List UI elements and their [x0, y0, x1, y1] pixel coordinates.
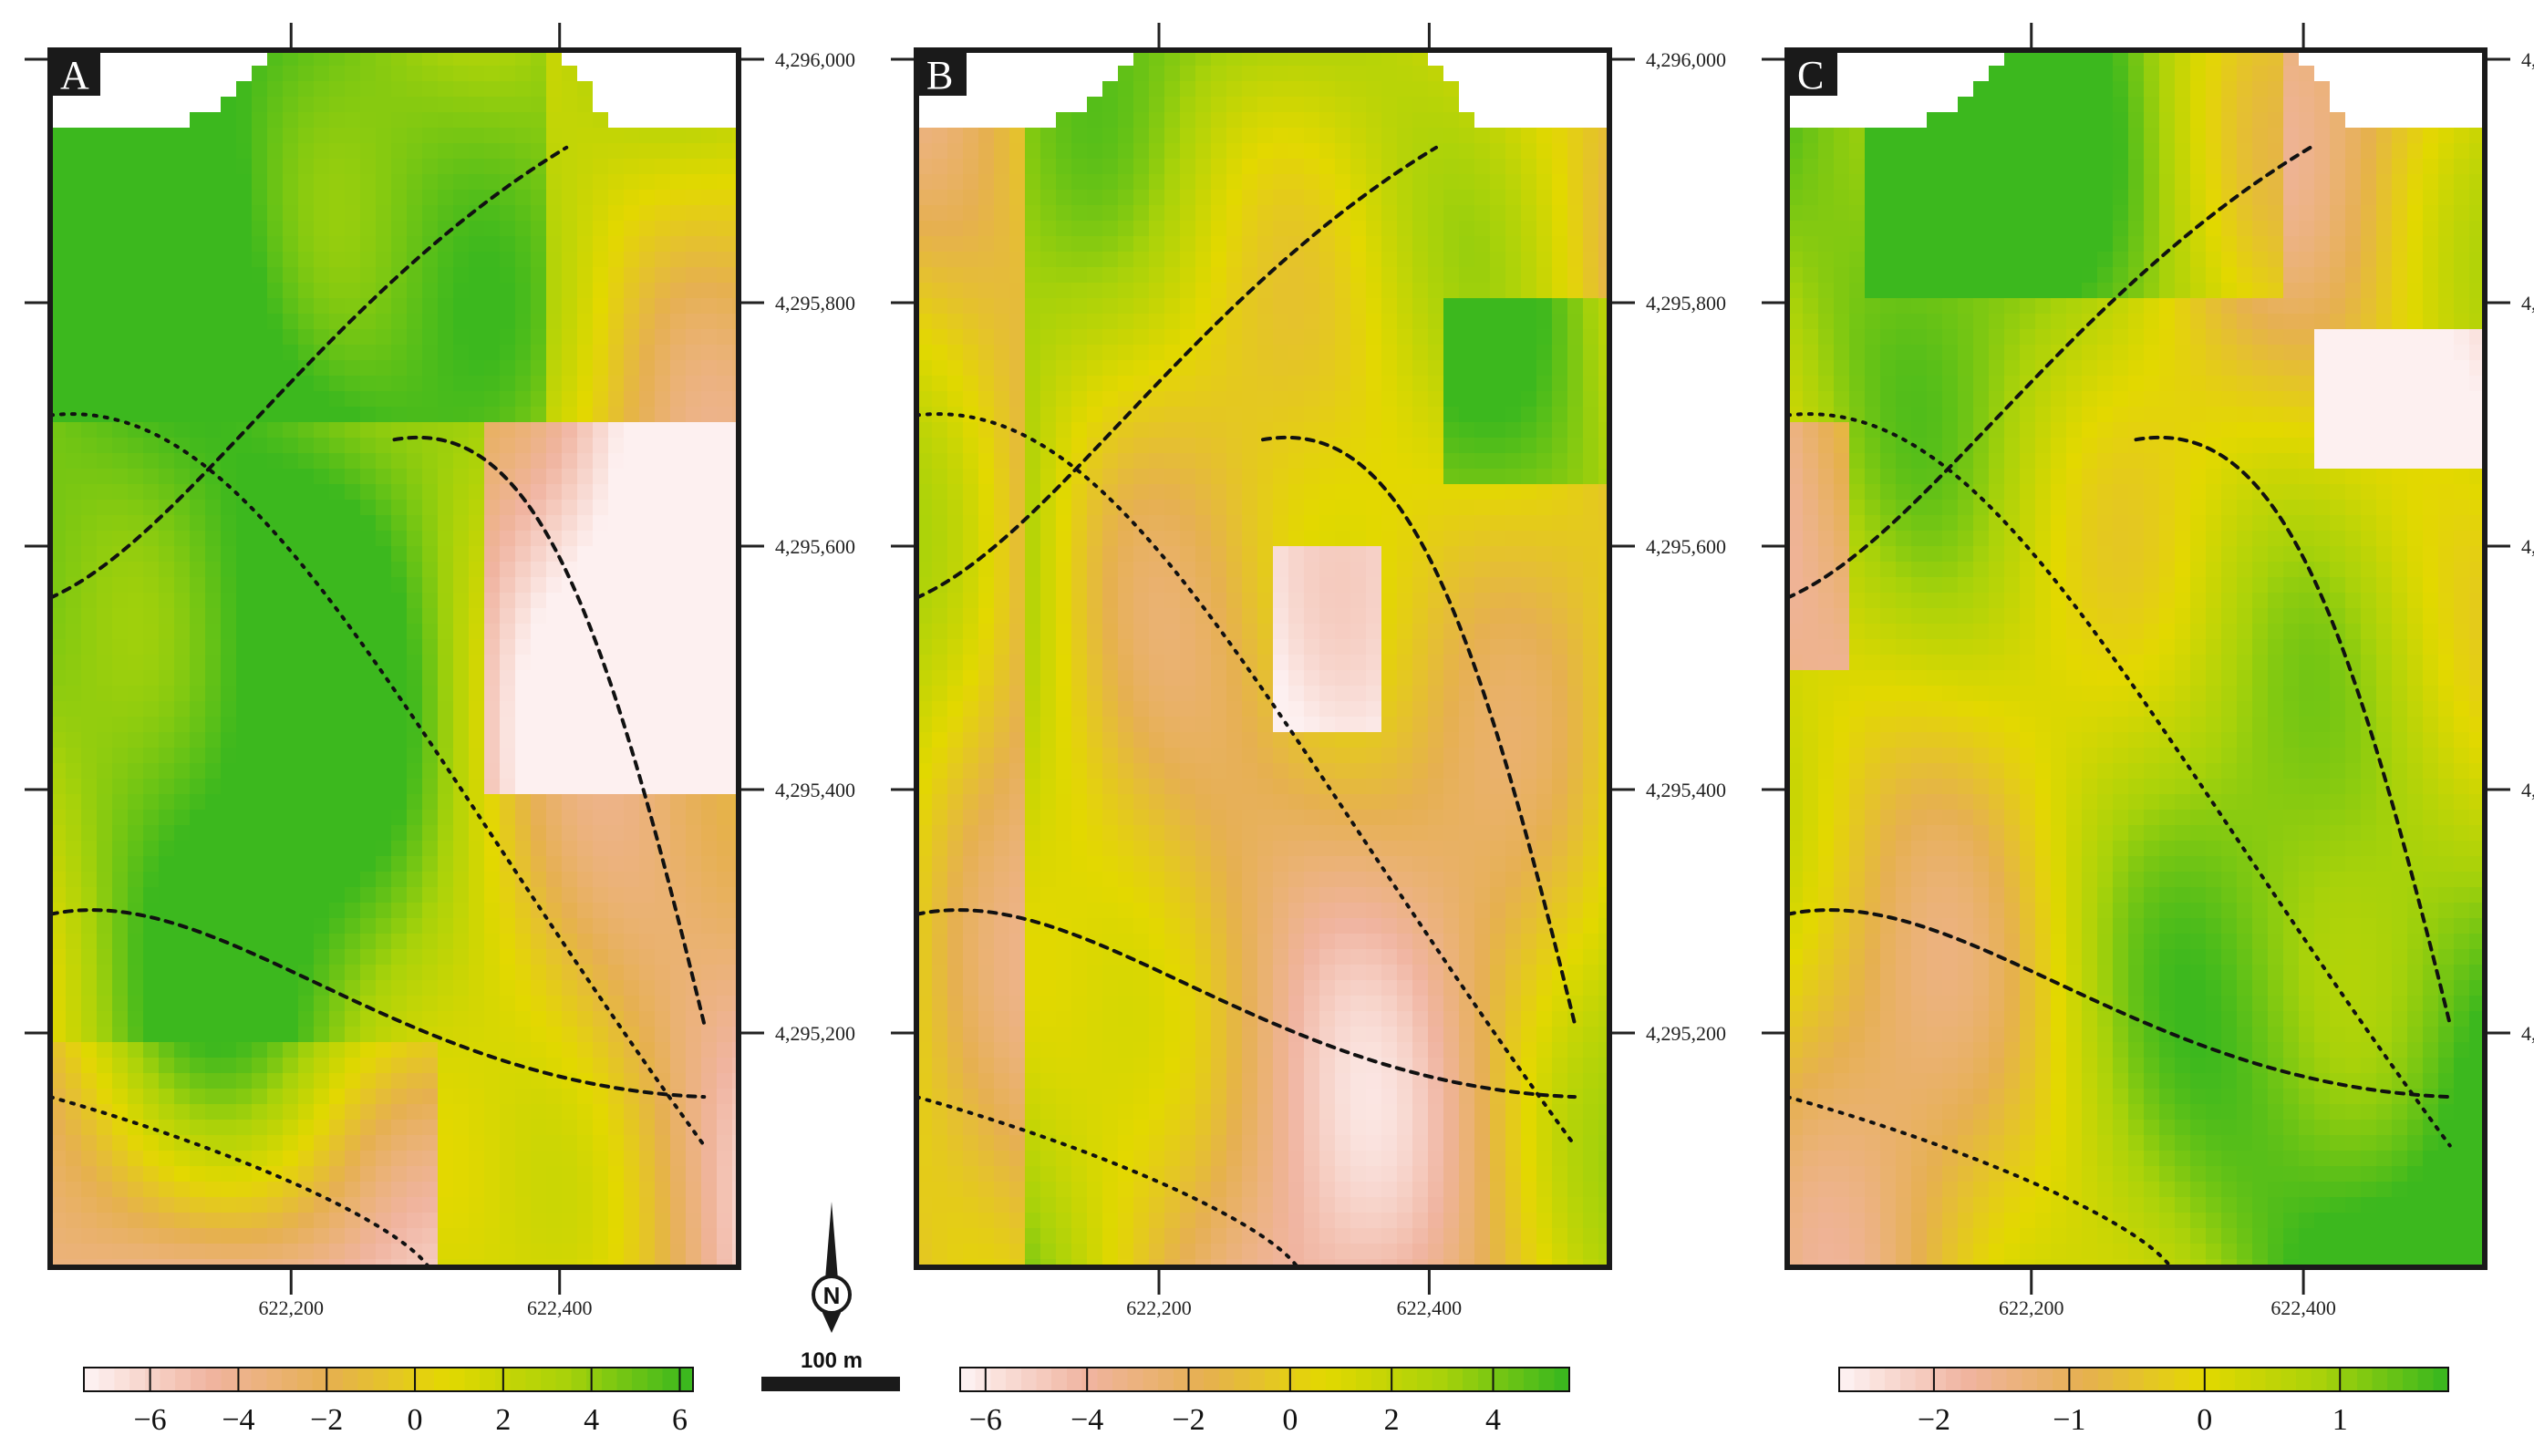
- colorbar-tick-label: −2: [1918, 1403, 1950, 1437]
- panel-frame-b: [914, 47, 1612, 1270]
- x-tick-label: 622,400: [527, 1296, 593, 1319]
- y-tick-label: 4,295,400: [2521, 779, 2534, 801]
- colorbar-tick-label: 0: [2197, 1403, 2212, 1437]
- map-panel-c: C: [1784, 47, 2487, 1270]
- colorbar-tick-label: 4: [1485, 1403, 1501, 1437]
- colorbar-tick-label: −2: [310, 1403, 343, 1437]
- y-tick-label: 4,295,600: [2521, 535, 2534, 558]
- heatmap-b: [915, 50, 1609, 1269]
- panel-letter-b: B: [926, 53, 953, 98]
- panel-letter-box-b: [916, 50, 967, 96]
- north-arrow-label: N: [823, 1282, 841, 1309]
- axes: 622,200 622,400 4,296,000 4,295,800 4,295,60…: [25, 23, 2534, 1319]
- colorbar-tick-label: 1: [2332, 1403, 2348, 1437]
- y-tick-label: 4,295,400: [775, 779, 855, 801]
- scale-bar: 100 m: [761, 1348, 900, 1391]
- y-tick-label: 4,295,800: [775, 292, 855, 315]
- colorbars: −6 −4 −2 0 2 4 6 −6 −4 −2 0 2 4 −2 −1 0 1: [83, 1367, 2449, 1437]
- map-panel-b: B: [914, 47, 1612, 1270]
- panel-frame-a: [47, 47, 741, 1270]
- panel-letter-box-c: [1787, 50, 1837, 96]
- panel-frame-c: [1784, 47, 2487, 1270]
- colorbar-tick-label: −4: [1070, 1403, 1103, 1437]
- colorbar-tick-label: −1: [2053, 1403, 2085, 1437]
- panel-letter-a: A: [60, 53, 89, 98]
- colorbar-tick-label: −6: [134, 1403, 167, 1437]
- y-tick-label: 4,296,000: [1646, 48, 1726, 71]
- panel-letter-box-a: [50, 50, 100, 96]
- colorbar-tick-label: 6: [672, 1403, 688, 1437]
- y-tick-label: 4,295,200: [1646, 1022, 1726, 1045]
- x-tick-label: 622,200: [259, 1296, 325, 1319]
- y-tick-label: 4,295,400: [1646, 779, 1726, 801]
- y-tick-label: 4,295,800: [2521, 292, 2534, 315]
- x-tick-label: 622,400: [1397, 1296, 1463, 1319]
- colorbar-tick-label: −2: [1172, 1403, 1205, 1437]
- y-tick-label: 4,295,800: [1646, 292, 1726, 315]
- heatmap-c: [1785, 50, 2485, 1269]
- colorbar-frame: [83, 1367, 694, 1392]
- heatmap-a: [48, 50, 739, 1269]
- colorbar-tick-label: 0: [1282, 1403, 1298, 1437]
- colorbar-tick-label: 2: [1384, 1403, 1400, 1437]
- map-panel-a: A: [47, 47, 741, 1270]
- colorbar-tick-label: 4: [584, 1403, 599, 1437]
- colorbar-tick-label: −6: [969, 1403, 1002, 1437]
- y-tick-label: 4,295,600: [1646, 535, 1726, 558]
- x-tick-label: 622,200: [1126, 1296, 1192, 1319]
- y-tick-label: 4,296,000: [2521, 48, 2534, 71]
- y-tick-label: 4,295,600: [775, 535, 855, 558]
- y-tick-label: 4,295,200: [775, 1022, 855, 1045]
- scale-bar-bar: [761, 1377, 900, 1391]
- colorbar-tick-label: −4: [222, 1403, 254, 1437]
- north-arrow: N: [812, 1202, 852, 1333]
- colorbar-frame: [1838, 1367, 2449, 1392]
- panel-letter-c: C: [1797, 53, 1824, 98]
- x-tick-label: 622,400: [2270, 1296, 2336, 1319]
- x-tick-label: 622,200: [1999, 1296, 2064, 1319]
- y-tick-label: 4,295,200: [2521, 1022, 2534, 1045]
- scale-bar-label: 100 m: [801, 1348, 863, 1373]
- y-tick-label: 4,296,000: [775, 48, 855, 71]
- colorbar-frame: [959, 1367, 1570, 1392]
- north-arrow-circle: [812, 1275, 852, 1315]
- colorbar-tick-label: 0: [408, 1403, 423, 1437]
- colorbar-tick-label: 2: [495, 1403, 511, 1437]
